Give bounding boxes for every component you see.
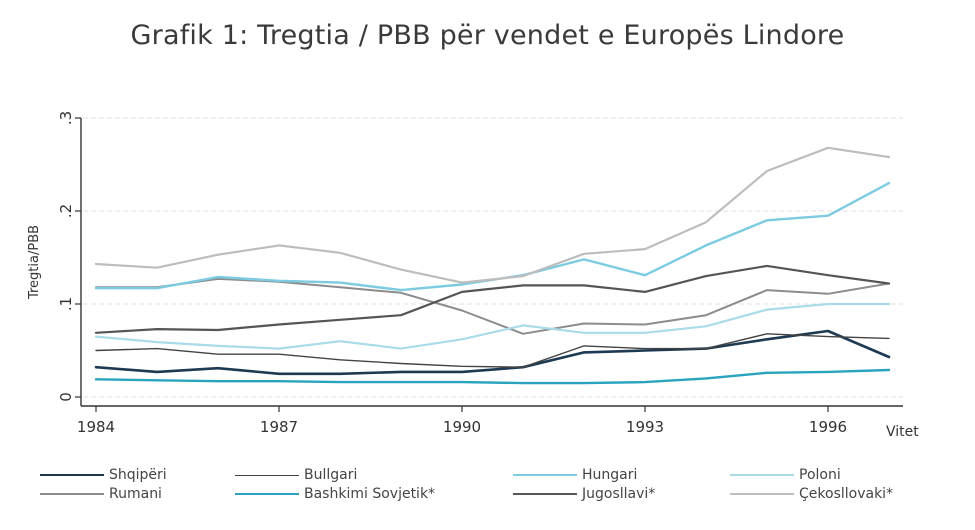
legend-label: Jugosllavi* [582,486,656,502]
legend-item: Bullgari [235,466,357,484]
y-tick-label: .1 [57,297,75,311]
legend-label: Rumani [109,486,162,502]
y-tick-label: .3 [57,111,75,125]
legend-label: Poloni [799,467,841,483]
legend-item: Bashkimi Sovjetik* [235,485,435,503]
series-line-poloni [94,302,891,350]
x-tick-label: 1987 [260,418,298,436]
legend-swatch [40,493,104,495]
legend-item: Jugosllavi* [513,485,655,503]
legend-label: Bullgari [304,467,358,483]
legend-label: Shqipëri [109,467,167,483]
legend-swatch [513,493,577,495]
legend-swatch [235,493,299,495]
legend-swatch [730,474,794,476]
legend-item: Poloni [730,466,841,484]
legend-label: Bashkimi Sovjetik* [304,486,436,502]
legend-swatch [730,493,794,495]
gridlines [83,117,903,398]
legend-swatch [513,474,577,476]
legend-label: Hungari [582,467,638,483]
chart-title: Grafik 1: Tregtia / PBB për vendet e Eur… [130,20,845,51]
x-tick-label: 1993 [626,418,664,436]
series-lines [94,146,891,385]
y-tick-label: .2 [57,204,75,218]
series-line-hungari [94,181,891,292]
legend-item: Shqipëri [40,466,167,484]
series-line-shqipëri [94,329,891,376]
series-line-jugosllavi [94,264,891,334]
series-line-çekosllovaki [94,146,891,284]
x-axis-title: Vitet [886,424,919,440]
legend-swatch [235,474,299,476]
y-axis-title: Tregtia/PBB [27,225,42,300]
x-tick-label: 1990 [443,418,481,436]
series-line-rumani [95,277,890,335]
x-tick-label: 1984 [77,418,115,436]
legend-item: Rumani [40,485,162,503]
series-line-bullgari [95,333,890,368]
legend-swatch [40,474,104,476]
y-tick-label: 0 [57,392,75,402]
legend-item: Hungari [513,466,637,484]
x-tick-label: 1996 [809,418,847,436]
axes: 0 .1 .2 .3 1984 1987 1990 1993 1996 [57,111,903,436]
series-line-bashkimi-sovjetik [94,368,891,385]
legend-item: Çekosllovaki* [730,485,893,503]
legend-label: Çekosllovaki* [799,486,894,502]
